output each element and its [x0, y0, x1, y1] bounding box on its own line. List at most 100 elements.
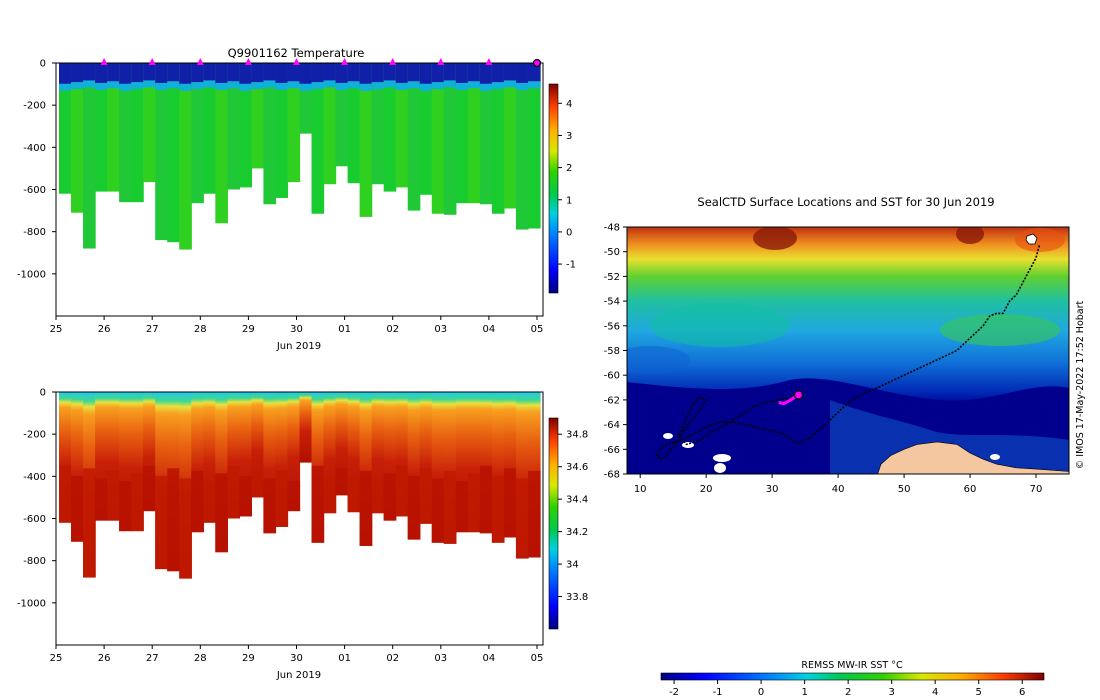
profile-markers	[100, 58, 542, 68]
warm-eddy	[1015, 228, 1065, 252]
profile-marker	[100, 58, 108, 65]
y-tick-label: -200	[23, 101, 46, 112]
temperature-surface-layer	[251, 63, 265, 85]
temperature-thermocline	[431, 82, 445, 90]
warm-eddy	[956, 227, 984, 244]
temperature-surface-layer	[95, 63, 108, 85]
x-tick-label: 04	[483, 653, 496, 664]
x-tick-label: 03	[434, 653, 447, 664]
colorbar-tick-label: 34.8	[566, 430, 588, 441]
colorbar-tick-label: 3	[566, 131, 572, 142]
salinity-deep-layer	[275, 470, 289, 527]
colorbar-tick-label: 33.8	[566, 592, 588, 603]
current-position-marker	[793, 390, 804, 400]
colorbar-tick-label: -1	[566, 260, 576, 271]
x-tick-label: 27	[146, 324, 159, 335]
sst-colorbar-tick-label: -1	[713, 687, 723, 698]
profile-marker	[244, 58, 252, 65]
salinity-deep-layer	[263, 478, 277, 534]
cold-tongue	[627, 346, 690, 374]
lat-tick-label: -64	[604, 420, 620, 431]
colorbar-tick-label: 34.2	[566, 527, 588, 538]
temperature-surface-layer	[491, 63, 505, 85]
temperature-surface-layer	[119, 63, 132, 86]
temperature-surface-layer	[299, 63, 313, 86]
x-tick-label: 03	[434, 324, 447, 335]
salinity-deep-layer	[155, 475, 168, 570]
sea-ice-gap	[663, 433, 673, 439]
temperature-profile-column	[491, 63, 505, 214]
x-tick-label: 29	[242, 324, 255, 335]
temperature-thermocline	[155, 82, 168, 90]
salinity-deep-layer	[131, 473, 144, 532]
temperature-thermocline	[83, 80, 96, 88]
y-tick-label: -400	[23, 472, 46, 483]
temperature-surface-layer	[455, 63, 469, 85]
profile-marker	[196, 58, 204, 65]
temperature-thermocline	[287, 81, 301, 89]
salinity-panel: 0 -200 -400 -600 -800 -1000 25 26 27 28 29 30 01 02 0…	[17, 388, 588, 682]
lat-tick-label: -58	[604, 346, 620, 357]
temperature-thermocline	[107, 81, 120, 89]
temperature-thermocline	[131, 82, 144, 90]
sst-colorbar-tick-label: 3	[888, 687, 894, 698]
colorbar-tick-label: 34.4	[566, 495, 588, 506]
temperature-profile-column	[275, 63, 289, 198]
salinity-deep-layer	[239, 475, 252, 517]
temperature-surface-layer	[263, 63, 277, 83]
temperature-colorbar	[548, 83, 559, 294]
temperature-thermocline	[467, 81, 481, 89]
lat-tick-label: -54	[604, 297, 620, 308]
sea-ice-gap	[713, 454, 731, 462]
salinity-deep-layer	[71, 475, 84, 542]
temperature-surface-layer	[371, 63, 385, 85]
temperature-profile-column	[515, 63, 529, 230]
colorbar-tick-label: 0	[566, 227, 572, 238]
temperature-thermocline	[239, 83, 252, 91]
temperature-profile-column	[179, 63, 192, 250]
x-tick-label: 25	[50, 653, 63, 664]
salinity-deep-layer	[83, 468, 96, 578]
y-tick-label: -800	[23, 227, 46, 238]
temperature-thermocline	[275, 82, 289, 90]
temperature-surface-layer	[59, 63, 72, 86]
temperature-thermocline	[371, 82, 385, 90]
temperature-surface-layer	[359, 63, 373, 86]
x-tick-label: 27	[146, 653, 159, 664]
temperature-profile-column	[251, 63, 265, 169]
temperature-profile-column	[503, 63, 517, 209]
x-tick-label: 05	[531, 653, 544, 664]
temperature-thermocline	[335, 82, 349, 90]
temperature-thermocline	[443, 80, 457, 88]
lon-tick-label: 40	[832, 484, 845, 495]
salinity-deep-layer	[455, 480, 469, 533]
colorbar-tick-label: 4	[566, 99, 572, 110]
temperature-section	[59, 63, 541, 250]
y-tick-label: -200	[23, 430, 46, 441]
y-tick-label: -400	[23, 143, 46, 154]
salinity-deep-layer	[215, 473, 228, 553]
x-tick-label: 28	[194, 324, 207, 335]
temperature-thermocline	[167, 81, 180, 89]
temperature-profile-column	[83, 63, 96, 249]
temperature-thermocline	[59, 83, 72, 91]
temperature-profile-column	[359, 63, 373, 217]
salinity-deep-layer	[203, 480, 216, 523]
sst-colorbar-tick-label: -2	[669, 687, 679, 698]
salinity-deep-layer	[383, 473, 397, 521]
x-tick-label: 30	[290, 324, 303, 335]
x-tick-label: 25	[50, 324, 63, 335]
temperature-thermocline	[71, 82, 84, 90]
temperature-surface-layer	[467, 63, 481, 84]
antarctica-landmass	[877, 441, 1069, 474]
lat-tick-label: -66	[604, 445, 620, 456]
salinity-deep-layer	[491, 475, 505, 543]
temperature-surface-layer	[335, 63, 349, 85]
temperature-y-axis: 0 -200 -400 -600 -800 -1000	[17, 59, 56, 280]
salinity-deep-layer	[431, 478, 445, 543]
temperature-profile-column	[527, 63, 541, 229]
temperature-thermocline	[479, 83, 493, 91]
temperature-thermocline	[455, 82, 469, 90]
sea-ice-gap	[682, 442, 694, 448]
temperature-surface-layer	[287, 63, 301, 84]
